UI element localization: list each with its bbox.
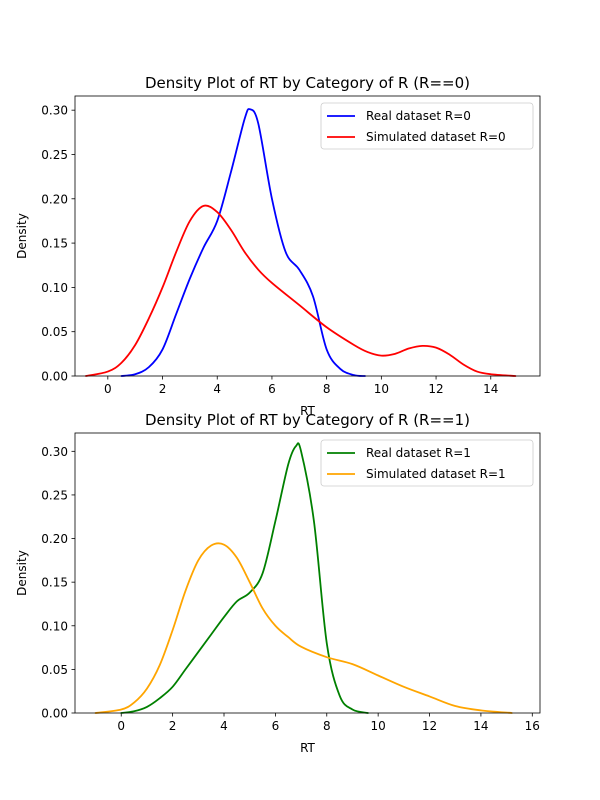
- y-axis-label: Density: [15, 550, 29, 596]
- y-tick-label: 0.15: [41, 576, 68, 590]
- series-lines: [85, 108, 517, 377]
- x-tick-label: 6: [272, 719, 280, 733]
- y-tick-label: 0.10: [41, 619, 68, 633]
- plot-frame: [74, 432, 541, 714]
- series-line: [85, 204, 517, 377]
- x-tick-label: 12: [428, 382, 443, 396]
- y-tick-label: 0.20: [41, 192, 68, 206]
- y-tick-label: 0.00: [41, 370, 68, 384]
- y-axis-ticks: 0.00 0.05 0.10 0.15 0.20 0.25 0.30: [41, 104, 75, 384]
- series-line: [94, 542, 513, 714]
- x-tick-label: 2: [159, 382, 167, 396]
- x-tick-label: 0: [104, 382, 112, 396]
- x-tick-label: 14: [483, 382, 498, 396]
- legend-label: Real dataset R=1: [366, 446, 471, 460]
- series-lines: [94, 442, 513, 714]
- y-axis-label: Density: [15, 213, 29, 259]
- y-tick-label: 0.30: [41, 445, 68, 459]
- legend-label: Real dataset R=0: [366, 109, 471, 123]
- x-tick-label: 16: [525, 719, 540, 733]
- legend: Real dataset R=0 Simulated dataset R=0: [320, 102, 534, 150]
- y-tick-label: 0.05: [41, 663, 68, 677]
- y-tick-label: 0.25: [41, 148, 68, 162]
- x-tick-label: 4: [213, 382, 221, 396]
- x-tick-label: 4: [220, 719, 228, 733]
- legend-box: [320, 439, 534, 487]
- y-tick-label: 0.30: [41, 104, 68, 118]
- chart-title: Density Plot of RT by Category of R (R==…: [145, 74, 470, 92]
- y-tick-label: 0.00: [41, 707, 68, 721]
- plot-frame: [74, 95, 541, 377]
- x-axis-ticks: 0 2 4 6 8 10 12 14 16: [117, 713, 540, 733]
- x-tick-label: 6: [268, 382, 276, 396]
- x-tick-label: 10: [374, 382, 389, 396]
- y-tick-label: 0.10: [41, 281, 68, 295]
- chart-title: Density Plot of RT by Category of R (R==…: [145, 411, 470, 429]
- y-tick-label: 0.25: [41, 488, 68, 502]
- x-tick-label: 8: [323, 382, 331, 396]
- x-tick-label: 14: [473, 719, 488, 733]
- x-tick-label: 8: [323, 719, 331, 733]
- x-tick-label: 12: [422, 719, 437, 733]
- x-axis-label: RT: [300, 741, 315, 755]
- legend-label: Simulated dataset R=0: [366, 130, 506, 144]
- x-axis-ticks: 0 2 4 6 8 10 12 14: [104, 376, 498, 396]
- subplot-r0: Density Plot of RT by Category of R (R==…: [15, 74, 541, 418]
- legend-box: [320, 102, 534, 150]
- legend-label: Simulated dataset R=1: [366, 467, 506, 481]
- x-tick-label: 0: [117, 719, 125, 733]
- x-tick-label: 2: [169, 719, 177, 733]
- x-axis-label: RT: [300, 404, 315, 418]
- y-tick-label: 0.20: [41, 532, 68, 546]
- subplot-r1: Density Plot of RT by Category of R (R==…: [15, 411, 541, 755]
- y-tick-label: 0.05: [41, 325, 68, 339]
- series-line: [120, 442, 369, 714]
- x-tick-label: 10: [371, 719, 386, 733]
- legend: Real dataset R=1 Simulated dataset R=1: [320, 439, 534, 487]
- y-tick-label: 0.15: [41, 237, 68, 251]
- y-axis-ticks: 0.00 0.05 0.10 0.15 0.20 0.25 0.30: [41, 445, 75, 721]
- series-line: [120, 108, 366, 377]
